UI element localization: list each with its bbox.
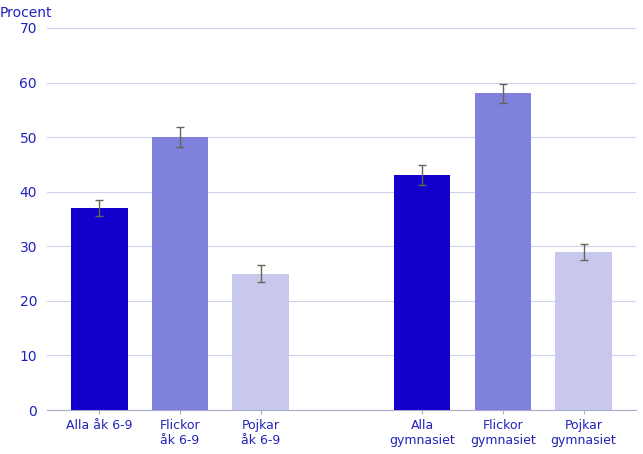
Bar — [475, 94, 531, 410]
Text: Procent: Procent — [0, 6, 52, 20]
Bar — [71, 208, 127, 410]
Bar — [233, 274, 289, 410]
Bar — [152, 137, 208, 410]
Bar — [394, 175, 450, 410]
Bar — [556, 252, 612, 410]
